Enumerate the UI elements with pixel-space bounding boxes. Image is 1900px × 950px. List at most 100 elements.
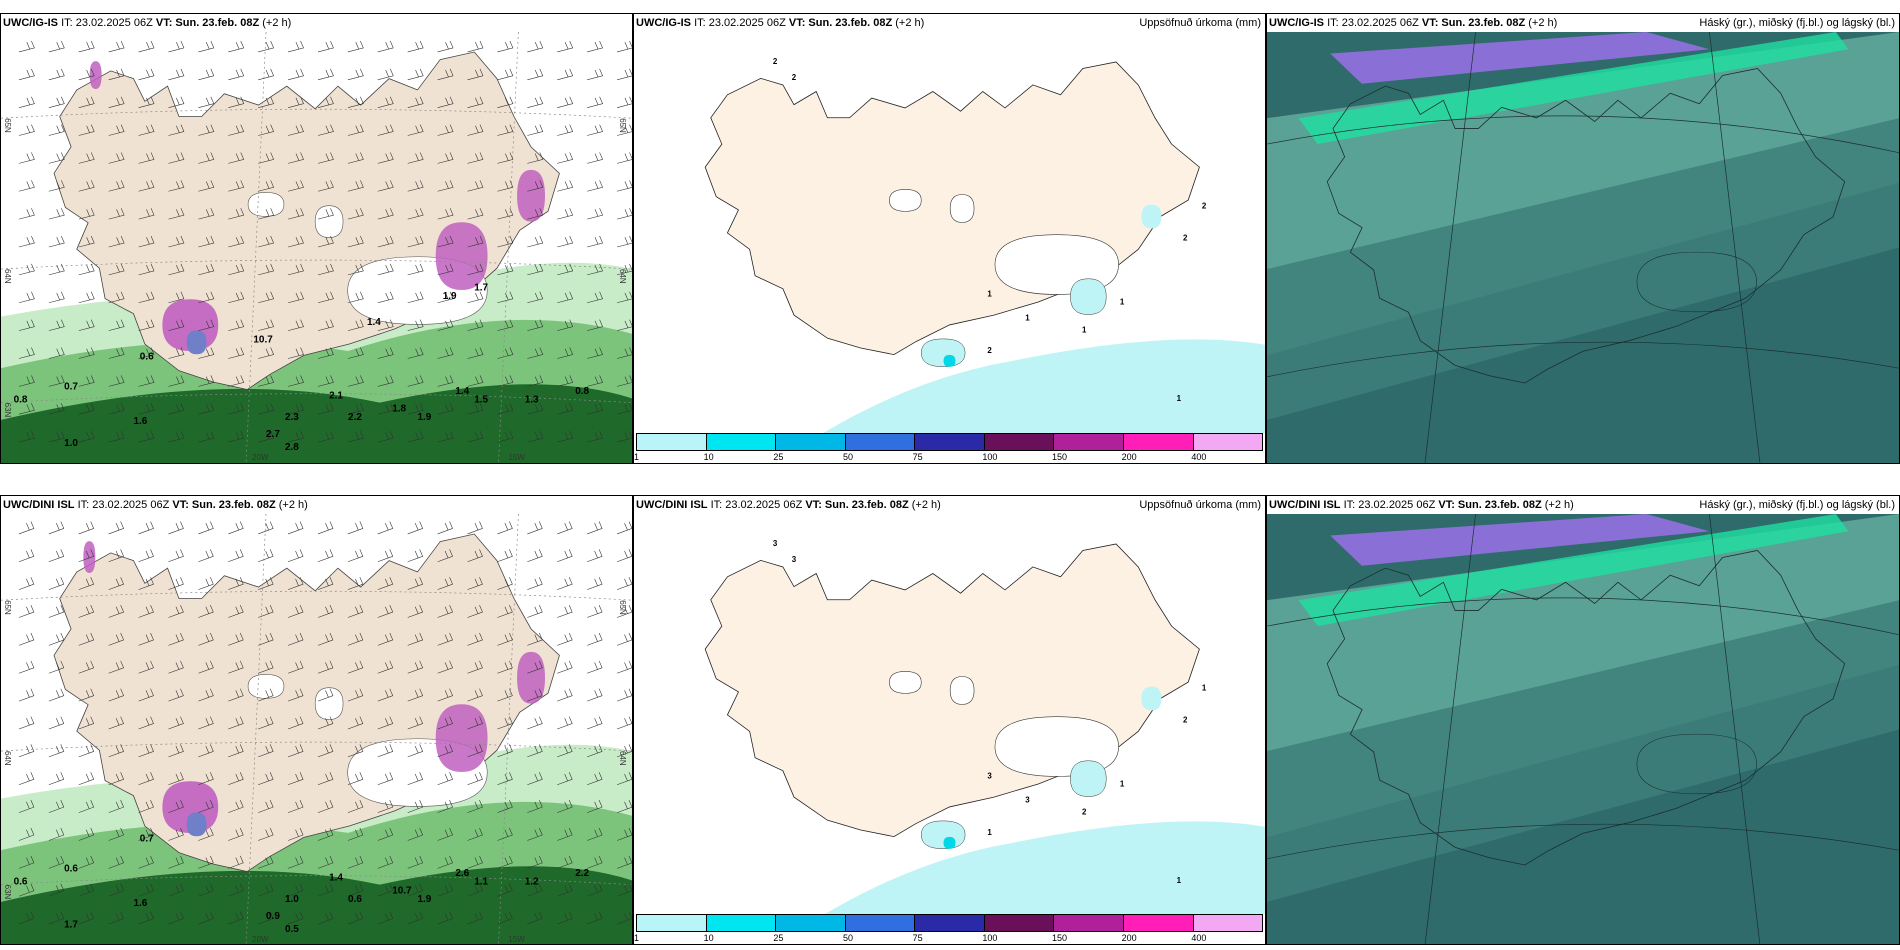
wind-barb [18,744,35,758]
latitude-label: 65N [618,600,627,615]
wind-barb [198,660,214,674]
precip-value-label: 3 [987,772,992,781]
wind-barb [168,152,185,164]
wind-barb [616,152,632,164]
wind-barb [407,96,424,108]
wind-barb [377,800,394,813]
wind-barb [168,911,184,925]
snow-value-label: 0.7 [64,382,78,393]
snow-value-label: 0.8 [575,386,589,397]
wind-barb [497,40,514,53]
latitude-label: 65N [3,118,12,133]
wind-barb [497,883,513,897]
glacier-outline [1636,251,1757,313]
wind-barb [587,68,604,81]
wind-barb [258,347,275,359]
wind-barb [377,549,394,563]
precip-value-label: 2 [792,73,797,82]
precip-value-label: 1 [1120,298,1125,307]
precip-value-label: 1 [1120,780,1125,789]
wind-barb [78,319,95,331]
latitude-line [1,741,632,752]
wind-barb [138,235,155,248]
wind-barb [198,431,215,443]
colorbar-cell [1193,434,1263,450]
panel-snow-dini: UWC/DINI ISL IT: 23.02.2025 06Z VT: Sun.… [0,495,633,945]
wind-barb [48,604,65,618]
panel-header: UWC/DINI ISL IT: 23.02.2025 06Z VT: Sun.… [636,499,1261,511]
latitude-line [1267,823,1899,860]
wind-barb [287,632,304,646]
wind-barb [228,403,245,415]
wind-barb [168,347,185,359]
wind-barb [587,375,604,387]
wind-barb [78,632,95,646]
snow-value-label: 0.6 [14,877,28,888]
wind-barb [587,208,604,220]
wind-barb [587,291,604,304]
snow-core-south [186,330,207,355]
wind-barb [18,772,35,786]
wind-barb [317,521,334,535]
wind-barb [18,403,35,415]
wind-barb [616,883,632,897]
wind-barb [317,549,334,563]
wind-barb [18,716,35,730]
wind-barb [228,235,245,248]
wind-barb [138,347,155,359]
wind-barb [377,744,394,758]
wind-barb [48,521,65,535]
wind-barb [377,152,394,164]
wind-barb [258,688,274,702]
wind-barb [527,549,543,563]
wind-barb [527,744,543,758]
wind-barb [377,124,394,136]
wind-barb [288,68,304,81]
wind-barb [78,911,95,925]
wind-barb [347,660,364,674]
wind-barb [557,604,573,618]
wind-barb [78,549,95,563]
colorbar-cell [984,434,1055,450]
wind-barb [616,521,632,535]
colorbar-tick-label: 25 [773,933,784,943]
wind-barb [377,911,394,925]
snow-value-label: 1.9 [443,291,457,302]
wind-barb [287,577,304,590]
colorbar-ticks: 1 10 25 50 75 100 150 200 400 [634,451,1263,463]
wind-barb [48,549,65,563]
wind-barb [317,800,334,813]
wind-barb [587,772,603,786]
wind-barb [258,403,275,415]
colorbar-cells [636,914,1263,932]
wind-barb [168,40,185,53]
wind-barb [527,604,543,618]
wind-barb [467,96,484,108]
wind-barb [78,96,95,108]
wind-barb [288,375,304,387]
wind-barb [587,124,604,136]
wind-barb [288,431,304,443]
wind-barb [437,577,453,590]
wind-barb [138,632,154,646]
wind-barb [138,375,155,387]
snow-area-east [435,222,488,290]
wind-barb [108,800,125,813]
wind-barb [377,403,394,415]
wind-barb [347,68,364,81]
precip-value-label: 1 [987,290,992,299]
wind-barb [616,124,632,136]
precip-band-dark [1,384,632,463]
wind-barb [497,660,513,674]
low-cloud-band [1267,118,1899,420]
wind-barb [48,632,65,646]
wind-barb [317,716,334,730]
latitude-label: 64N [618,751,627,766]
wind-barb [18,208,35,220]
snow-value-label: 1.4 [329,872,343,883]
wind-barb [587,632,603,646]
precip-sea-area [825,821,1265,914]
wind-barb [317,263,334,276]
wind-barb [138,744,154,758]
wind-barb [108,911,125,925]
